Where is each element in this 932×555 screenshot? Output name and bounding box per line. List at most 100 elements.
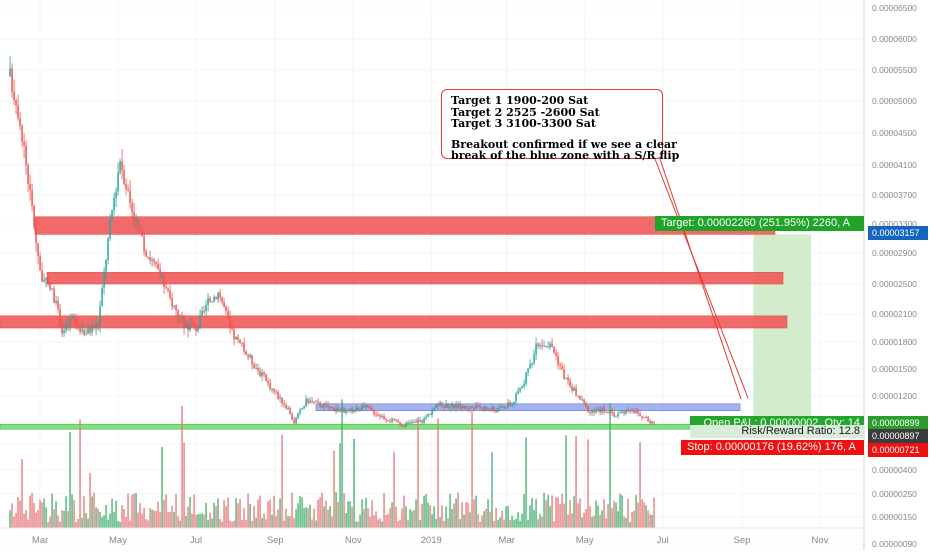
candle-body <box>251 355 253 365</box>
volume-bar <box>117 520 119 528</box>
volume-bar <box>233 520 235 528</box>
y-tick-label: 0.00006500 <box>872 3 917 13</box>
candle-body <box>551 343 553 347</box>
volume-bar <box>255 517 257 528</box>
volume-bar <box>293 518 295 528</box>
volume-bar <box>541 516 543 528</box>
candle-body <box>279 397 281 399</box>
candle-body <box>305 398 307 406</box>
volume-bar <box>549 506 551 528</box>
volume-bar <box>565 435 567 528</box>
annotation-line-5: break of the blue zone with a S/R flip <box>451 149 680 162</box>
candle-body <box>249 355 251 358</box>
x-tick-label: Sep <box>267 535 284 546</box>
y-tick-label: 0.00003300 <box>872 219 917 229</box>
volume-bar <box>307 507 309 528</box>
volume-bar <box>115 500 117 528</box>
volume-bar <box>135 492 137 528</box>
candle-body <box>579 395 581 400</box>
candle-body <box>105 259 107 272</box>
candle-body <box>537 343 539 347</box>
volume-bar <box>463 514 465 528</box>
stop-label[interactable]: Stop: 0.00000176 (19.62%) 176, A <box>681 440 864 455</box>
candle-body <box>157 264 159 269</box>
candle-body <box>405 422 407 427</box>
volume-bar <box>619 493 621 528</box>
candle-body <box>393 418 395 420</box>
candle-body <box>543 345 545 347</box>
volume-bar <box>141 513 143 528</box>
volume-bar <box>587 439 589 528</box>
volume-bar <box>419 520 421 528</box>
volume-bar <box>313 508 315 528</box>
candle-body <box>267 380 269 384</box>
candle-body <box>653 421 655 423</box>
volume-bar <box>279 498 281 528</box>
volume-bar <box>261 517 263 528</box>
candle-body <box>131 202 133 213</box>
candle-body <box>185 324 187 328</box>
candle-body <box>415 421 417 423</box>
volume-bar <box>13 516 15 528</box>
candle-body <box>593 410 595 413</box>
candle-body <box>527 368 529 373</box>
candle-body <box>59 309 61 327</box>
volume-bar <box>17 496 19 528</box>
candle-body <box>273 388 275 392</box>
candle-body <box>639 413 641 416</box>
volume-bar <box>367 508 369 528</box>
volume-bar <box>99 512 101 528</box>
candle-body <box>367 405 369 408</box>
volume-bar <box>617 511 619 528</box>
volume-bar <box>521 513 523 528</box>
candle-body <box>567 377 569 381</box>
volume-bar <box>485 508 487 528</box>
candle-body <box>91 325 93 333</box>
annotation-callout[interactable]: Target 1 1900-200 Sat Target 2 2525 -260… <box>441 89 680 162</box>
y-tick-label: 0.00005000 <box>872 96 917 106</box>
candle-body <box>457 404 459 409</box>
candle-body <box>549 343 551 348</box>
candle-body <box>591 410 593 413</box>
volume-bar <box>433 506 435 528</box>
volume-bar <box>513 519 515 528</box>
candle-body <box>399 422 401 426</box>
candle-body <box>121 161 123 171</box>
risk-reward-label[interactable]: Risk/Reward Ratio: 12.8 <box>690 425 864 438</box>
volume-bar <box>413 509 415 528</box>
volume-bar <box>371 500 373 528</box>
volume-bar <box>381 521 383 528</box>
volume-bar <box>361 499 363 528</box>
candle-body <box>515 393 517 402</box>
candle-body <box>229 316 231 327</box>
candle-body <box>269 383 271 390</box>
candle-body <box>499 406 501 408</box>
candle-body <box>11 68 13 92</box>
volume-bar <box>473 499 475 528</box>
annotation-line-4: Breakout confirmed if we see a clear <box>451 137 677 151</box>
candle-body <box>97 322 99 326</box>
candle-body <box>451 403 453 408</box>
candle-body <box>31 190 33 207</box>
zone-blue-4 <box>315 403 741 412</box>
volume-bar <box>215 505 217 528</box>
volume-bar <box>81 517 83 528</box>
volume-bar <box>179 520 181 528</box>
volume-bar <box>611 508 613 528</box>
candle-body <box>545 345 547 348</box>
candle-body <box>483 406 485 410</box>
target-label[interactable]: Target: 0.00002260 (251.95%) 2260, A <box>655 216 864 231</box>
volume-bar <box>627 498 629 528</box>
candle-body <box>435 403 437 408</box>
volume-bar <box>59 521 61 528</box>
volume-bar <box>577 503 579 528</box>
volume-bar <box>527 519 529 528</box>
candle-body <box>455 404 457 409</box>
candle-body <box>385 419 387 421</box>
volume-bar <box>209 512 211 528</box>
volume-bar <box>55 501 57 528</box>
volume-bar <box>151 509 153 528</box>
candle-body <box>501 406 503 408</box>
